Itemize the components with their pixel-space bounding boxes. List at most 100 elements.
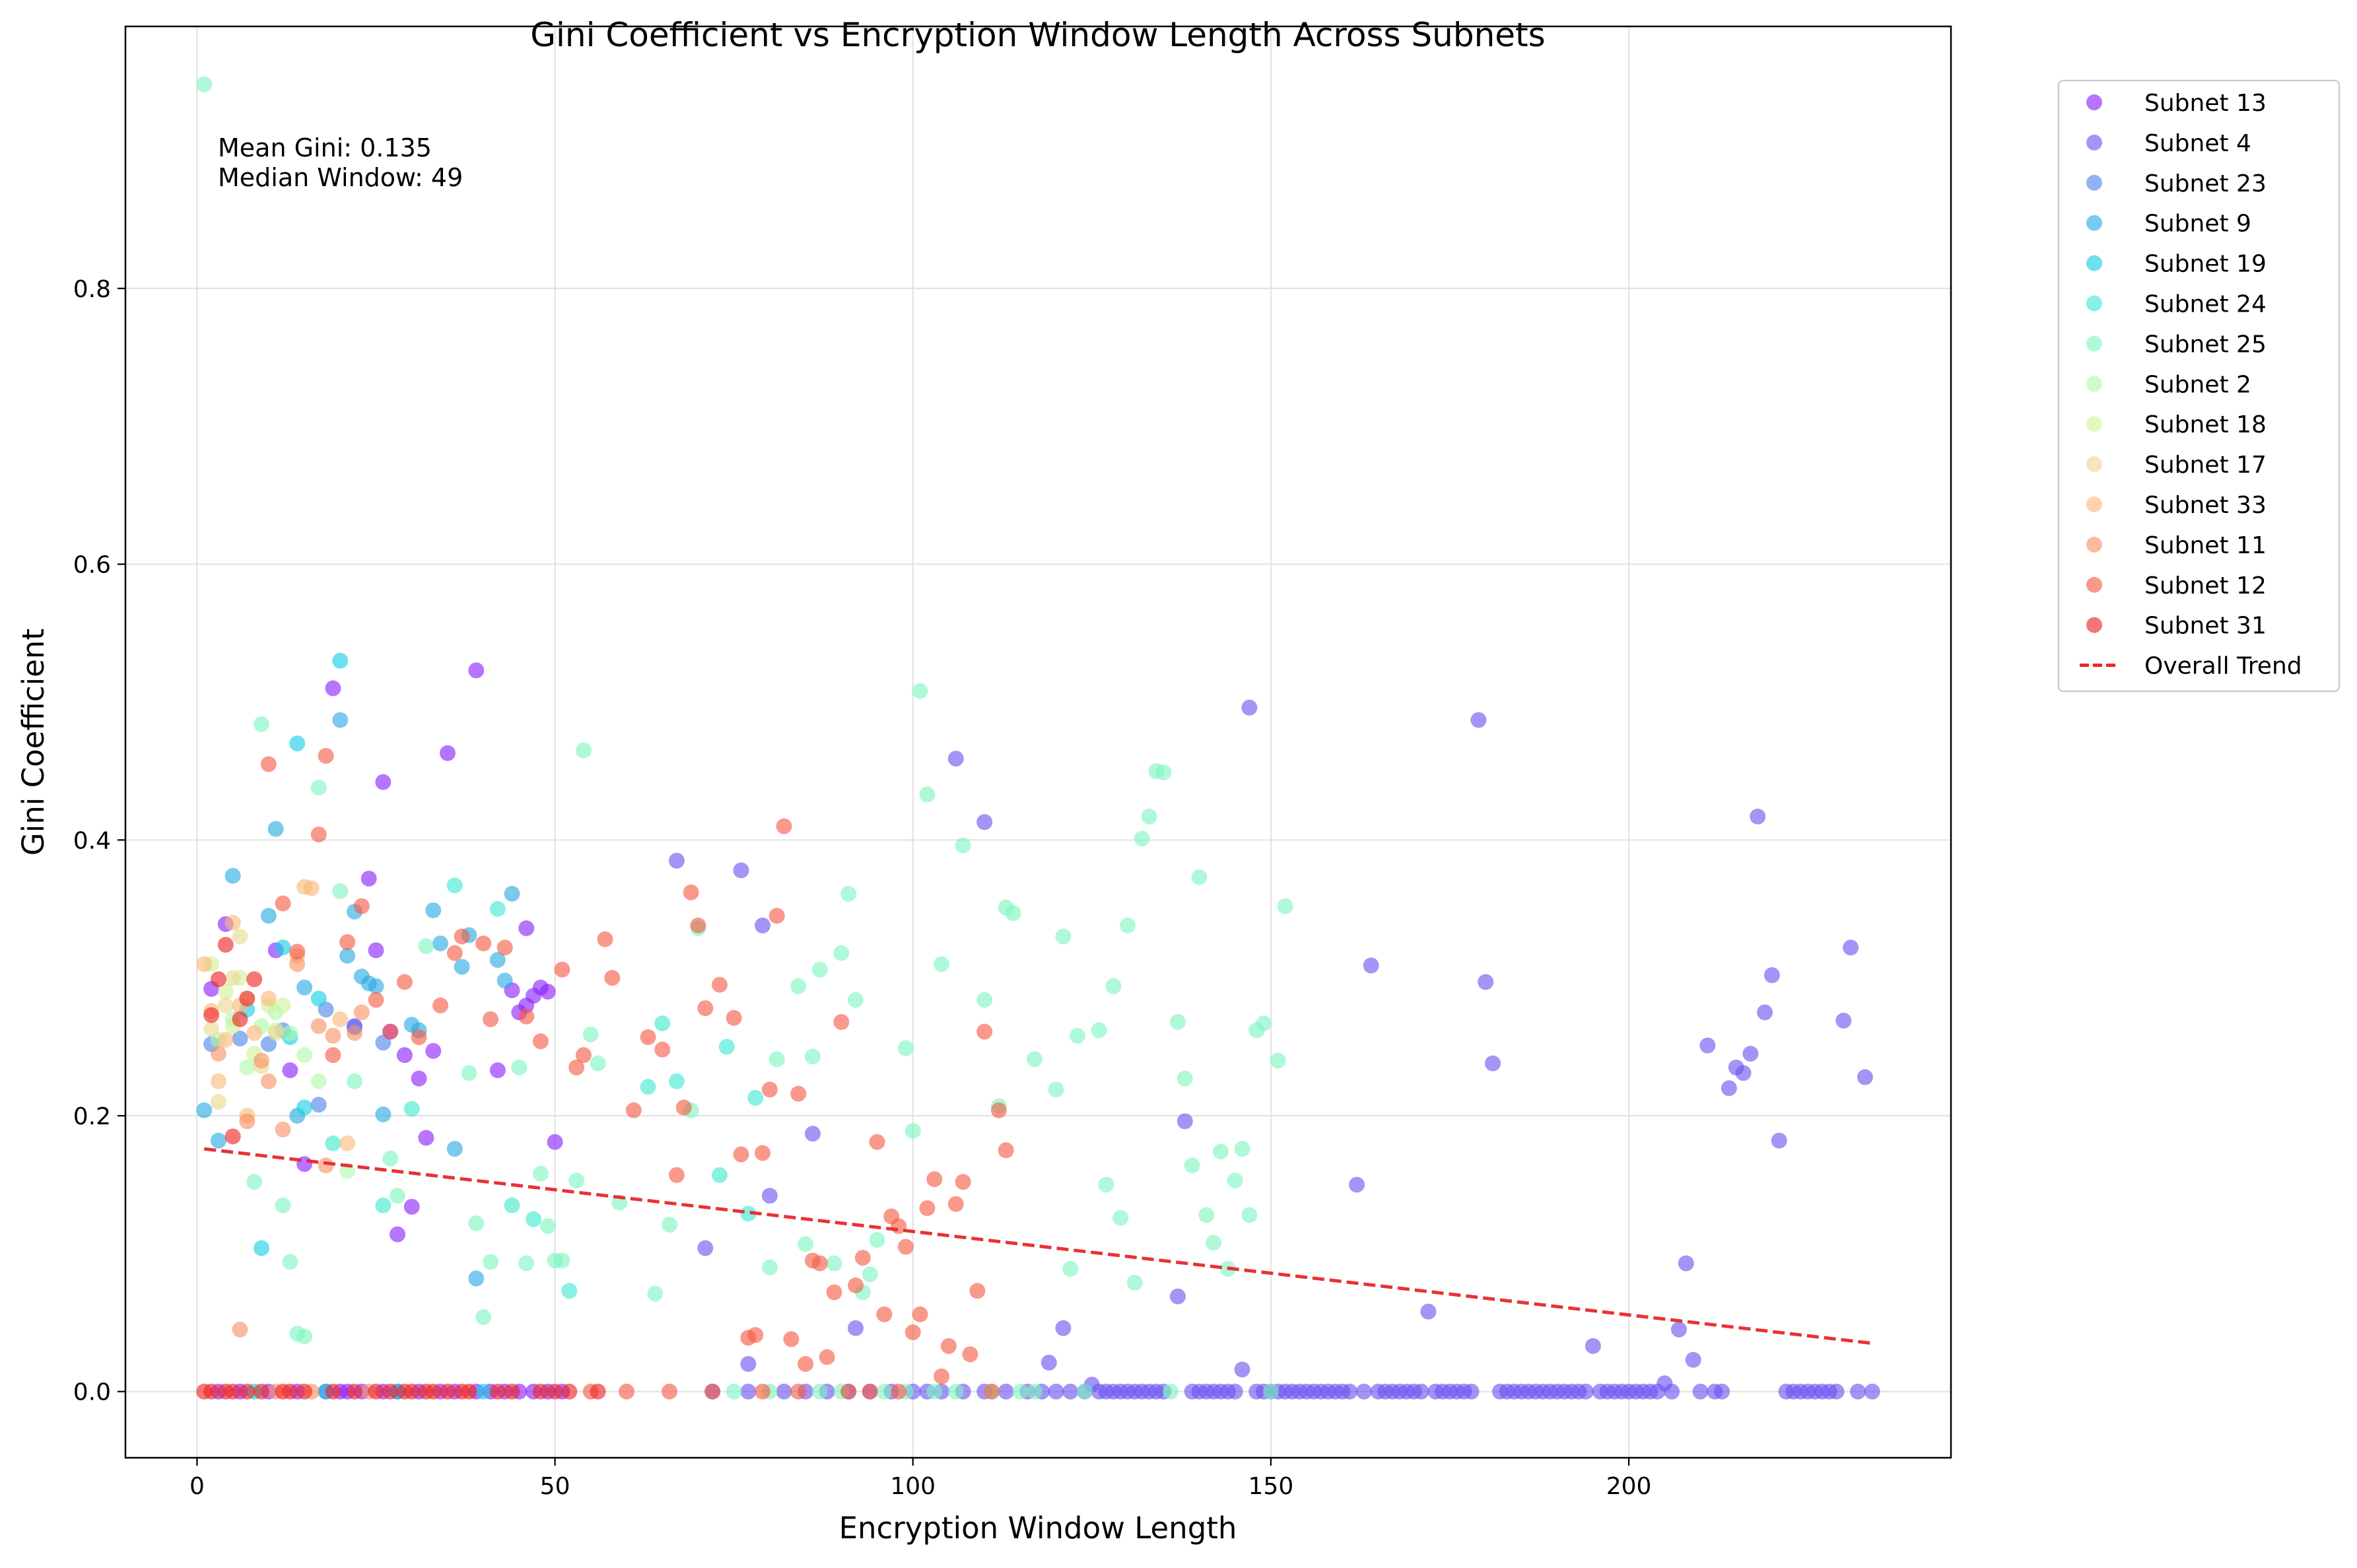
point-subnet-12-64 bbox=[955, 1174, 971, 1190]
point-subnet-4-56 bbox=[1048, 1383, 1064, 1400]
point-subnet-31-24 bbox=[439, 1383, 456, 1400]
point-subnet-25-41 bbox=[848, 992, 864, 1008]
point-subnet-25-79 bbox=[1234, 1141, 1250, 1157]
point-subnet-12-28 bbox=[668, 1167, 685, 1183]
point-subnet-25-40 bbox=[840, 885, 857, 902]
point-subnet-31-3 bbox=[224, 1128, 241, 1145]
point-subnet-24-12 bbox=[718, 1039, 735, 1055]
point-subnet-12-1 bbox=[275, 895, 291, 912]
point-subnet-4-3 bbox=[740, 1355, 757, 1372]
point-subnet-12-53 bbox=[876, 1306, 893, 1322]
point-subnet-9-18 bbox=[446, 1141, 463, 1157]
point-subnet-12-77 bbox=[862, 1383, 878, 1400]
point-subnet-4-2 bbox=[733, 862, 749, 879]
point-subnet-25-63 bbox=[1112, 1210, 1129, 1226]
point-subnet-25-12 bbox=[418, 938, 434, 955]
legend-label-2: Subnet 23 bbox=[2144, 170, 2267, 197]
point-subnet-24-6 bbox=[526, 1211, 542, 1227]
point-subnet-12-5 bbox=[325, 1047, 341, 1064]
point-subnet-12-46 bbox=[811, 1255, 828, 1272]
point-subnet-12-26 bbox=[640, 1029, 656, 1045]
legend-label-13: Subnet 31 bbox=[2144, 613, 2267, 640]
point-subnet-13-9 bbox=[375, 774, 392, 790]
point-subnet-25-28 bbox=[647, 1285, 664, 1302]
point-subnet-18-1 bbox=[217, 984, 234, 1000]
point-subnet-31-30 bbox=[547, 1383, 563, 1400]
point-subnet-25-60 bbox=[1091, 1022, 1107, 1039]
point-subnet-31-8 bbox=[203, 1383, 220, 1400]
legend-marker-9 bbox=[2086, 456, 2102, 473]
point-subnet-25-7 bbox=[310, 779, 327, 796]
point-subnet-31-12 bbox=[254, 1383, 270, 1400]
point-subnet-12-0 bbox=[260, 756, 277, 772]
point-subnet-25-23 bbox=[568, 1173, 585, 1189]
point-subnet-25-34 bbox=[790, 978, 807, 994]
point-subnet-31-11 bbox=[239, 1383, 256, 1400]
point-subnet-9-3 bbox=[260, 908, 277, 924]
point-subnet-25-13 bbox=[461, 1065, 477, 1081]
point-subnet-24-1 bbox=[375, 1197, 392, 1213]
point-subnet-25-73 bbox=[1191, 869, 1208, 885]
point-subnet-11-3 bbox=[254, 1052, 270, 1069]
point-subnet-25-3 bbox=[275, 1197, 291, 1213]
point-subnet-12-78 bbox=[891, 1383, 907, 1400]
point-subnet-25-2 bbox=[254, 716, 270, 732]
point-subnet-31-5 bbox=[239, 990, 256, 1007]
point-subnet-4-20 bbox=[1470, 712, 1487, 728]
point-subnet-13-16 bbox=[425, 1042, 442, 1059]
point-subnet-9-23 bbox=[496, 972, 513, 989]
point-subnet-9-21 bbox=[468, 1270, 485, 1287]
point-subnet-12-47 bbox=[819, 1349, 835, 1365]
point-subnet-9-19 bbox=[454, 959, 470, 975]
legend-marker-5 bbox=[2086, 295, 2102, 312]
point-subnet-12-11 bbox=[411, 1029, 427, 1045]
point-subnet-4-127 bbox=[1692, 1383, 1709, 1400]
point-subnet-12-65 bbox=[962, 1346, 978, 1363]
point-subnet-25-96 bbox=[1076, 1383, 1093, 1400]
point-subnet-33-11 bbox=[303, 880, 320, 897]
point-subnet-9-24 bbox=[504, 885, 520, 902]
legend-label-7: Subnet 2 bbox=[2144, 371, 2251, 398]
point-subnet-11-10 bbox=[346, 1025, 362, 1041]
point-subnet-17-2 bbox=[217, 997, 234, 1013]
point-subnet-31-6 bbox=[246, 971, 263, 988]
point-subnet-33-2 bbox=[210, 1073, 226, 1089]
point-subnet-31-28 bbox=[504, 1383, 520, 1400]
point-subnet-19-2 bbox=[275, 939, 291, 956]
point-subnet-33-0 bbox=[196, 956, 213, 972]
point-subnet-12-57 bbox=[905, 1324, 921, 1340]
point-subnet-4-116 bbox=[1578, 1383, 1594, 1400]
point-subnet-4-7 bbox=[848, 1320, 864, 1336]
point-subnet-12-42 bbox=[783, 1331, 800, 1347]
legend-marker-0 bbox=[2086, 94, 2102, 110]
point-subnet-25-29 bbox=[662, 1217, 678, 1233]
point-subnet-4-129 bbox=[1714, 1383, 1730, 1400]
point-subnet-12-6 bbox=[339, 934, 356, 950]
point-subnet-4-125 bbox=[1649, 1383, 1666, 1400]
point-subnet-19-6 bbox=[310, 990, 327, 1007]
point-subnet-2-7 bbox=[310, 1073, 327, 1089]
point-subnet-12-34 bbox=[726, 1009, 742, 1026]
legend-marker-3 bbox=[2086, 215, 2102, 231]
point-subnet-19-7 bbox=[332, 652, 349, 669]
point-subnet-12-73 bbox=[704, 1383, 721, 1400]
point-subnet-4-1 bbox=[697, 1240, 714, 1256]
y-tick-label-0: 0.0 bbox=[73, 1379, 111, 1406]
point-subnet-25-8 bbox=[332, 883, 349, 899]
point-subnet-13-27 bbox=[518, 920, 535, 936]
point-subnet-11-5 bbox=[275, 1121, 291, 1138]
point-subnet-9-1 bbox=[210, 1132, 226, 1149]
point-subnet-25-18 bbox=[518, 1255, 535, 1272]
plot-frame bbox=[124, 25, 1952, 1459]
point-subnet-12-30 bbox=[683, 884, 699, 901]
point-subnet-9-0 bbox=[196, 1102, 213, 1118]
point-subnet-4-32 bbox=[1742, 1046, 1759, 1062]
point-subnet-25-67 bbox=[1141, 808, 1157, 825]
point-subnet-12-76 bbox=[840, 1383, 857, 1400]
point-subnet-31-21 bbox=[403, 1383, 420, 1400]
point-subnet-4-75 bbox=[1227, 1383, 1243, 1400]
point-subnet-25-48 bbox=[919, 786, 936, 803]
point-subnet-31-32 bbox=[590, 1383, 606, 1400]
legend-marker-12 bbox=[2086, 576, 2102, 593]
